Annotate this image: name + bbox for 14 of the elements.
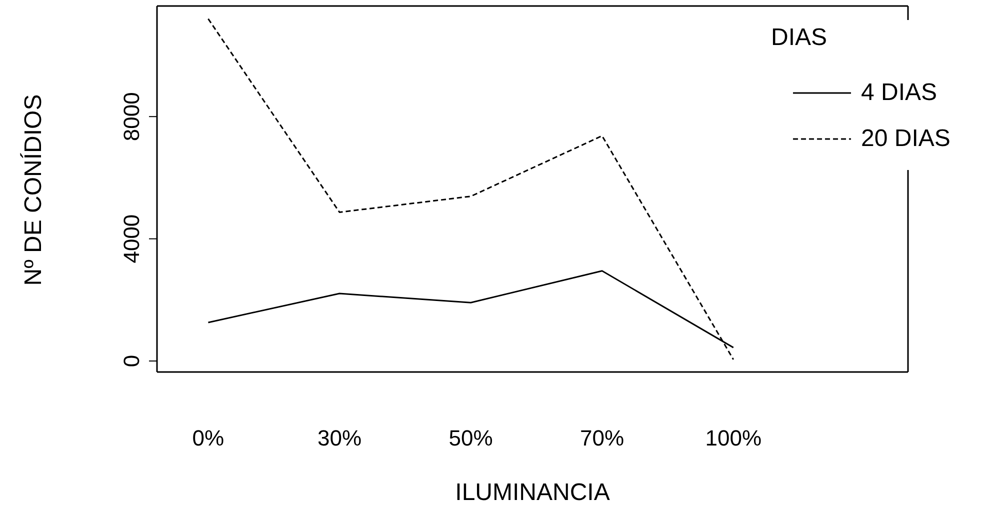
legend-title: DIAS — [771, 24, 828, 52]
x-tick-label: 100% — [705, 426, 762, 451]
legend-label: 4 DIAS — [861, 79, 938, 107]
y-axis-title: Nº DE CONÍDIOS — [20, 94, 48, 286]
y-tick-label: 4000 — [119, 214, 144, 264]
line-series — [207, 18, 734, 360]
legend-label: 20 DIAS — [861, 125, 950, 153]
x-axis-title: ILUMINANCIA — [455, 479, 610, 506]
x-tick-label: 50% — [448, 426, 493, 451]
y-tick-label: 0 — [119, 354, 144, 368]
x-tick-label: 0% — [192, 426, 224, 451]
x-tick-label: 30% — [317, 426, 362, 451]
x-tick-label: 70% — [580, 426, 624, 451]
y-tick-label: 8000 — [119, 92, 144, 142]
